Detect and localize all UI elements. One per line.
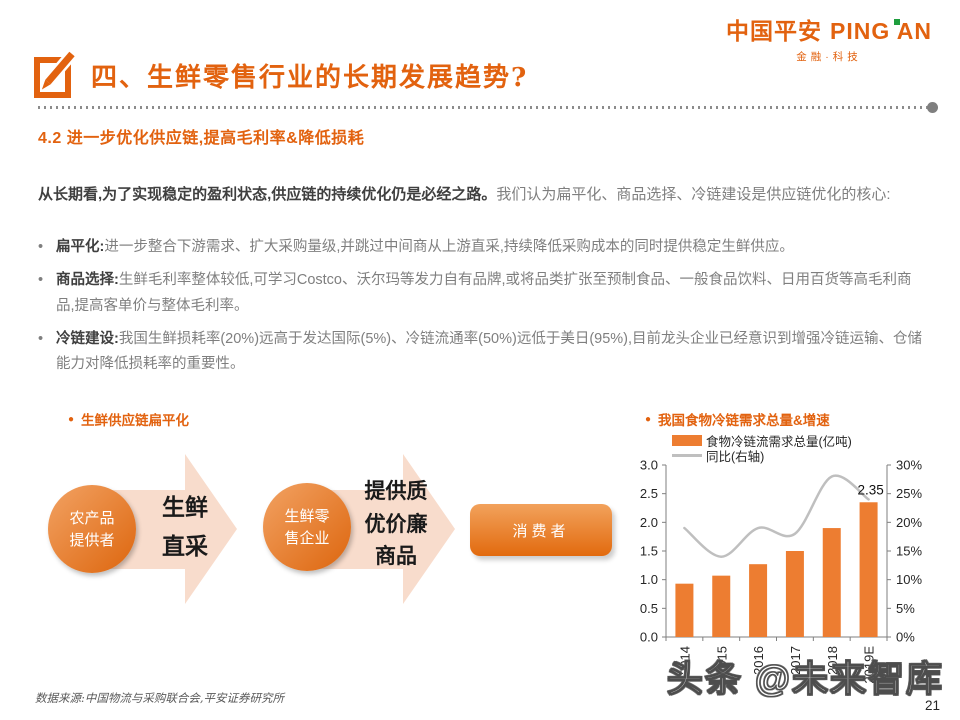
left-axis-label: 3.0 — [640, 458, 658, 473]
flow-arrow-1 — [80, 454, 237, 604]
left-axis-label: 1.5 — [640, 544, 658, 559]
bar-2019E — [859, 502, 878, 637]
x-axis-category-label: 2016 — [751, 646, 766, 675]
section-subtitle: 4.2 进一步优化供应链,提高毛利率&降低损耗 — [38, 130, 365, 147]
yoy-line — [683, 474, 870, 558]
legend-bar-swatch-icon — [672, 435, 702, 446]
bullet-body: 生鲜毛利率整体较低,可学习Costco、沃尔玛等发力自有品牌,或将品类扩张至预制… — [56, 272, 912, 314]
left-axis-label: 0.0 — [640, 630, 658, 645]
bullet-lead: 冷链建设: — [56, 330, 119, 347]
right-axis-label: 30% — [896, 458, 922, 473]
bullet-marker: • — [38, 272, 44, 289]
arrow-label-direct-sourcing: 生鲜 直采 — [162, 494, 208, 561]
flow-arrow-2 — [298, 454, 455, 604]
data-source-note: 数据来源:中国物流与采购联合会,平安证券研究所 — [35, 691, 285, 705]
x-axis-category-label: 2014 — [677, 646, 692, 675]
x-axis-category-label: 2019E — [862, 646, 877, 684]
chart-section-title: ● 我国食物冷链需求总量&增速 — [645, 409, 830, 429]
chart-legend: 食物冷链流需求总量(亿吨) 同比(右轴) — [672, 433, 852, 464]
bullet-item-flatten: • 扁平化:进一步整合下游需求、扩大采购量级,并跳过中间商从上游直采,持续降低采… — [38, 235, 926, 260]
legend-bar-label: 食物冷链流需求总量(亿吨) — [706, 435, 852, 449]
page-number: 21 — [924, 698, 940, 713]
cold-chain-demand-chart: 食物冷链流需求总量(亿吨) 同比(右轴) 0.0 0.5 1.0 1.5 2.0 2.5 3… — [630, 428, 956, 700]
node-fresh-retailer: 生鲜零 售企业 — [263, 483, 351, 571]
edit-pencil-icon — [34, 50, 77, 98]
left-axis-label: 0.5 — [640, 601, 658, 616]
right-axis-label: 5% — [896, 601, 915, 616]
flow-arrows — [80, 454, 455, 604]
pingan-logo: 中国平安 PING AN 金融·科技 — [726, 12, 932, 64]
bar-value-label: 2.35 — [857, 482, 883, 497]
bar-2018 — [822, 528, 841, 637]
body-content: 从长期看,为了实现稳定的盈利状态,供应链的持续优化仍是必经之路。我们认为扁平化、… — [38, 181, 926, 386]
supply-chain-diagram: 农产品 提供者 生鲜 直采 生鲜零 售企业 提供质 优价廉 商品 消费者 — [30, 450, 630, 622]
bar-2014 — [675, 583, 694, 637]
page-title: 四、生鲜零售行业的长期发展趋势? — [91, 62, 529, 93]
chart-title-text: 我国食物冷链需求总量&增速 — [658, 413, 830, 428]
right-axis-label: 20% — [896, 515, 922, 530]
node-consumer: 消费者 — [470, 504, 612, 556]
bullet-item-product-selection: • 商品选择:生鲜毛利率整体较低,可学习Costco、沃尔玛等发力自有品牌,或将… — [38, 268, 926, 319]
bullet-marker: • — [38, 330, 44, 347]
legend-line-swatch-icon — [672, 454, 702, 457]
logo-green-dot-icon — [894, 19, 900, 25]
intro-paragraph: 从长期看,为了实现稳定的盈利状态,供应链的持续优化仍是必经之路。我们认为扁平化、… — [38, 181, 926, 209]
bullet-dot-icon: ● — [645, 413, 652, 425]
x-axis-category-label: 2018 — [825, 646, 840, 675]
right-axis-label: 10% — [896, 572, 922, 587]
logo-row: 中国平安 PING AN — [726, 12, 932, 46]
bar-2017 — [785, 551, 804, 637]
x-axis-category-label: 2015 — [714, 646, 729, 675]
left-axis-label: 2.0 — [640, 515, 658, 530]
logo-cn-text: 中国平安 — [726, 18, 822, 45]
bar-2016 — [749, 564, 768, 637]
diagram-section-title: ● 生鲜供应链扁平化 — [68, 409, 189, 429]
bullet-body: 进一步整合下游需求、扩大采购量级,并跳过中间商从上游直采,持续降低采购成本的同时… — [104, 238, 794, 255]
legend-item-bars: 食物冷链流需求总量(亿吨) — [672, 433, 852, 449]
diagram-title-text: 生鲜供应链扁平化 — [81, 413, 190, 428]
title-row: 四、生鲜零售行业的长期发展趋势? — [33, 50, 528, 100]
dotted-divider — [38, 102, 938, 113]
logo-en-label: PING AN — [830, 18, 932, 44]
logo-en-text: PING AN — [830, 18, 932, 45]
legend-item-line: 同比(右轴) — [672, 448, 852, 464]
intro-rest-text: 我们认为扁平化、商品选择、冷链建设是供应链优化的核心: — [496, 186, 891, 203]
left-axis-label: 2.5 — [640, 486, 658, 501]
right-axis-label: 15% — [896, 544, 922, 559]
node-farm-producer: 农产品 提供者 — [48, 485, 136, 573]
intro-bold-text: 从长期看,为了实现稳定的盈利状态,供应链的持续优化仍是必经之路。 — [38, 186, 497, 203]
bullet-dot-icon: ● — [68, 413, 75, 425]
legend-line-label: 同比(右轴) — [706, 450, 765, 464]
x-axis-category-label: 2017 — [788, 646, 803, 675]
bullet-marker: • — [38, 238, 44, 255]
bullet-text: 冷链建设:我国生鲜损耗率(20%)远高于发达国际(5%)、冷链流通率(50%)远… — [56, 327, 926, 378]
logo-tagline: 金融·科技 — [796, 51, 862, 63]
bar-2015 — [712, 575, 731, 637]
right-axis-label: 0% — [896, 630, 915, 645]
arrow-label-quality-goods: 提供质 优价廉 商品 — [364, 478, 428, 569]
bullet-body: 我国生鲜损耗率(20%)远高于发达国际(5%)、冷链流通率(50%)远低于美日(… — [56, 330, 923, 373]
bullet-text: 商品选择:生鲜毛利率整体较低,可学习Costco、沃尔玛等发力自有品牌,或将品类… — [56, 268, 926, 319]
watermark: 头条 @未来智库 — [666, 657, 944, 699]
left-axis-label: 1.0 — [640, 572, 658, 587]
bullet-lead: 扁平化: — [56, 238, 105, 255]
bullet-text: 扁平化:进一步整合下游需求、扩大采购量级,并跳过中间商从上游直采,持续降低采购成… — [56, 235, 794, 260]
bullet-lead: 商品选择: — [56, 272, 119, 289]
bullet-item-cold-chain: • 冷链建设:我国生鲜损耗率(20%)远高于发达国际(5%)、冷链流通率(50%… — [38, 327, 926, 378]
chart-plot: 0.0 0.5 1.0 1.5 2.0 2.5 3.0 0% 5% 10% 15% 20% 25% 30%… — [640, 458, 923, 684]
right-axis-label: 25% — [896, 486, 922, 501]
